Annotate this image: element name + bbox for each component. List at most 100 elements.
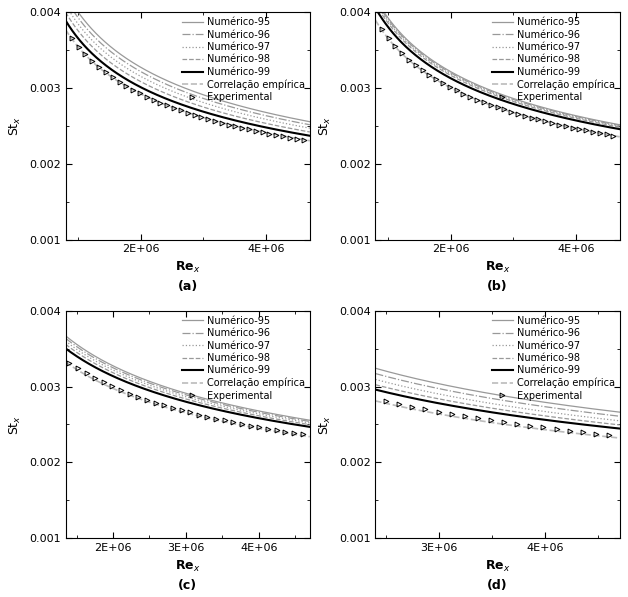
Line: Numérico-96: Numérico-96 — [376, 0, 620, 125]
Numérico-99 — [488, 93, 495, 100]
Numérico-99 — [207, 405, 215, 412]
Text: (a): (a) — [178, 281, 198, 294]
Experimental — [184, 109, 192, 116]
Correlação empírica — [300, 136, 308, 143]
Numérico-97 — [62, 337, 69, 344]
Numérico-98 — [616, 421, 624, 429]
Numérico-98 — [180, 395, 187, 402]
Numérico-99 — [572, 117, 580, 124]
Experimental — [273, 427, 280, 434]
Numérico-96 — [180, 390, 187, 398]
Numérico-98 — [504, 96, 511, 103]
Numérico-95 — [262, 109, 269, 116]
Numérico-97 — [517, 405, 524, 412]
X-axis label: Re$_x$: Re$_x$ — [175, 558, 200, 574]
Line: Numérico-95: Numérico-95 — [376, 368, 620, 412]
Numérico-96 — [504, 94, 511, 101]
Correlação empírica — [488, 419, 495, 426]
Numérico-97 — [610, 417, 617, 424]
Numérico-96 — [194, 395, 202, 402]
Line: Correlação empírica: Correlação empírica — [376, 401, 620, 438]
Correlação empírica — [610, 434, 617, 441]
Experimental — [143, 396, 151, 404]
Experimental — [134, 393, 142, 401]
Experimental — [89, 57, 96, 64]
Numérico-98 — [207, 106, 215, 113]
Numérico-96 — [572, 407, 580, 414]
Numérico-95 — [616, 408, 624, 416]
Experimental — [421, 405, 429, 413]
Experimental — [82, 51, 89, 58]
Numérico-97 — [488, 89, 495, 96]
Numérico-96 — [616, 413, 624, 420]
Correlação empírica — [178, 107, 185, 114]
Experimental — [433, 76, 440, 83]
Numérico-98 — [262, 120, 269, 127]
Numérico-98 — [300, 127, 308, 134]
Experimental — [116, 78, 123, 85]
Experimental — [592, 430, 600, 437]
Numérico-97 — [616, 123, 624, 130]
Numérico-96 — [300, 417, 308, 424]
Numérico-98 — [610, 421, 617, 428]
Numérico-98 — [178, 394, 185, 401]
Numérico-95 — [488, 390, 495, 398]
Numérico-95 — [616, 121, 624, 128]
Line: Numérico-96: Numérico-96 — [65, 338, 310, 421]
Numérico-97 — [178, 91, 185, 99]
Experimental — [382, 397, 390, 404]
Numérico-96 — [372, 0, 379, 4]
Numérico-97 — [262, 412, 269, 419]
Numérico-97 — [572, 114, 580, 121]
Legend: Numérico-95, Numérico-96, Numérico-97, Numérico-98, Numérico-99, Correlação empí: Numérico-95, Numérico-96, Numérico-97, N… — [180, 314, 307, 403]
Experimental — [117, 387, 125, 394]
Experimental — [507, 108, 515, 115]
Numérico-97 — [610, 122, 617, 129]
Correlação empírica — [489, 419, 497, 426]
Experimental — [405, 56, 413, 63]
Numérico-96 — [262, 410, 269, 417]
Numérico-96 — [517, 399, 524, 407]
Experimental — [526, 422, 534, 429]
Numérico-97 — [180, 392, 187, 399]
Numérico-99 — [517, 103, 524, 110]
Experimental — [461, 413, 468, 420]
Numérico-99 — [62, 17, 69, 24]
Numérico-99 — [178, 397, 185, 404]
Line: Experimental: Experimental — [70, 35, 306, 143]
Numérico-96 — [306, 121, 313, 128]
Line: Numérico-98: Numérico-98 — [376, 4, 620, 127]
Experimental — [225, 121, 232, 128]
Experimental — [514, 110, 522, 118]
Numérico-95 — [300, 416, 308, 423]
Numérico-98 — [207, 402, 215, 409]
Text: (c): (c) — [178, 579, 197, 592]
Numérico-99 — [372, 4, 379, 11]
Experimental — [247, 422, 254, 429]
Numérico-99 — [262, 124, 269, 131]
Numérico-96 — [372, 370, 379, 377]
Experimental — [187, 409, 194, 416]
Experimental — [163, 102, 171, 109]
Experimental — [143, 93, 151, 100]
Text: (b): (b) — [487, 281, 508, 294]
Numérico-95 — [572, 403, 580, 410]
Correlação empírica — [610, 132, 617, 139]
Experimental — [203, 413, 211, 420]
Experimental — [453, 87, 460, 94]
Experimental — [264, 425, 272, 432]
Numérico-95 — [517, 395, 524, 402]
Numérico-99 — [616, 125, 624, 133]
Correlação empírica — [372, 17, 379, 24]
Line: Experimental: Experimental — [379, 27, 616, 138]
Numérico-95 — [306, 417, 313, 424]
Numérico-95 — [300, 117, 308, 124]
Correlação empírica — [180, 107, 187, 115]
Numérico-96 — [62, 0, 69, 2]
Numérico-99 — [194, 106, 202, 113]
Experimental — [398, 50, 406, 57]
Numérico-96 — [572, 113, 580, 120]
Experimental — [446, 84, 453, 91]
Experimental — [256, 424, 263, 431]
Experimental — [378, 26, 386, 33]
